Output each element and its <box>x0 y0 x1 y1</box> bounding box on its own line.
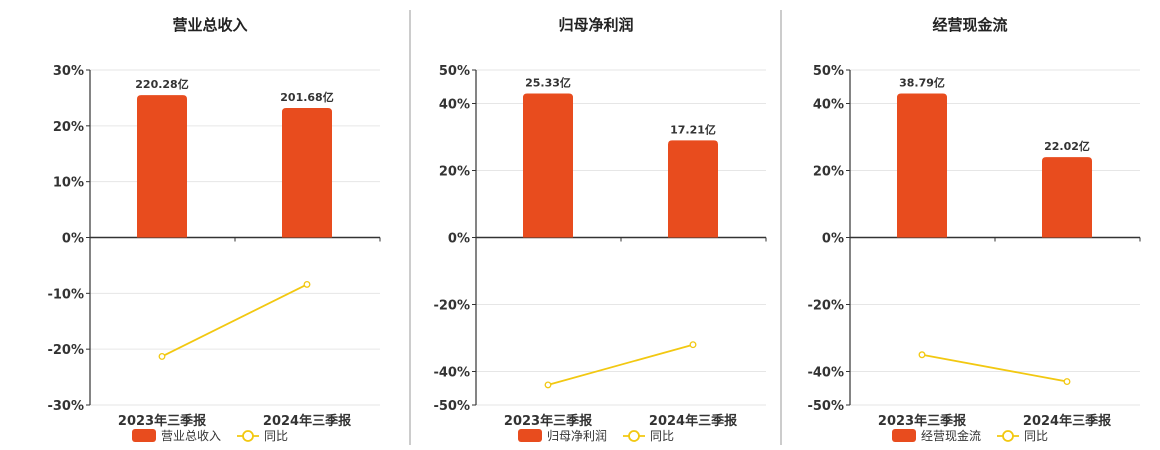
bar-data-label: 17.21亿 <box>670 122 716 136</box>
chart-title: 归母净利润 <box>558 16 633 34</box>
x-category-label: 2023年三季报 <box>878 413 967 429</box>
x-category-label: 2024年三季报 <box>263 413 352 429</box>
legend-line-marker <box>628 430 640 442</box>
legend-line-label: 同比 <box>264 429 288 443</box>
bar <box>137 95 187 238</box>
y-tick-label: -40% <box>433 366 470 381</box>
legend-bar-label: 经营现金流 <box>921 428 981 443</box>
legend-bar-label: 归母净利润 <box>547 429 607 443</box>
y-tick-label: -20% <box>807 299 844 314</box>
yoy-line <box>921 353 1068 383</box>
bar-data-label: 22.02亿 <box>1044 139 1090 153</box>
legend-line-marker <box>242 430 254 442</box>
y-tick-label: 40% <box>439 98 470 113</box>
y-tick-label: 40% <box>813 98 844 113</box>
x-category-label: 2024年三季报 <box>649 413 738 429</box>
y-tick-label: 20% <box>53 120 84 135</box>
legend-bar-swatch <box>892 429 916 442</box>
yoy-line <box>161 283 308 358</box>
bar-data-label: 25.33亿 <box>525 75 571 89</box>
legend-bar-swatch <box>132 429 156 442</box>
bar-data-label: 38.79亿 <box>899 75 945 89</box>
legend-line-label: 同比 <box>650 429 674 443</box>
y-tick-label: -50% <box>433 399 470 414</box>
yoy-point <box>918 351 926 359</box>
y-tick-label: 0% <box>62 232 84 247</box>
chart-title: 营业总收入 <box>172 16 247 34</box>
y-tick-label: 10% <box>53 176 84 191</box>
yoy-point <box>689 341 697 349</box>
y-tick-label: 50% <box>813 64 844 79</box>
y-tick-label: -20% <box>433 299 470 314</box>
bar <box>897 93 947 238</box>
yoy-point <box>158 352 166 360</box>
y-tick-label: 20% <box>813 165 844 180</box>
bar <box>1042 157 1092 238</box>
yoy-line <box>547 343 694 386</box>
y-tick-label: 20% <box>439 165 470 180</box>
y-tick-label: 0% <box>822 232 844 247</box>
yoy-point <box>1063 378 1071 385</box>
chart-title: 经营现金流 <box>932 16 1007 34</box>
bar <box>668 140 718 238</box>
y-tick-label: -30% <box>47 399 84 414</box>
y-tick-label: -50% <box>807 399 844 414</box>
legend-line-label: 同比 <box>1024 429 1048 443</box>
y-tick-label: 30% <box>53 64 84 79</box>
bar-data-label: 220.28亿 <box>135 77 188 91</box>
y-tick-label: -40% <box>807 366 844 381</box>
legend-bar-label: 营业总收入 <box>161 429 221 443</box>
yoy-point <box>303 280 311 288</box>
legend-line-marker <box>1002 430 1014 442</box>
x-category-label: 2024年三季报 <box>1023 413 1112 429</box>
y-tick-label: 50% <box>439 64 470 79</box>
y-tick-label: -20% <box>47 343 84 358</box>
y-tick-label: 0% <box>448 232 470 247</box>
y-tick-label: -10% <box>47 287 84 302</box>
x-category-label: 2023年三季报 <box>504 413 593 429</box>
yoy-point <box>544 381 552 389</box>
bar-data-label: 201.68亿 <box>280 90 333 104</box>
legend-bar-swatch <box>518 429 542 442</box>
bar <box>282 107 332 238</box>
x-category-label: 2023年三季报 <box>118 413 207 429</box>
bar <box>523 93 573 238</box>
